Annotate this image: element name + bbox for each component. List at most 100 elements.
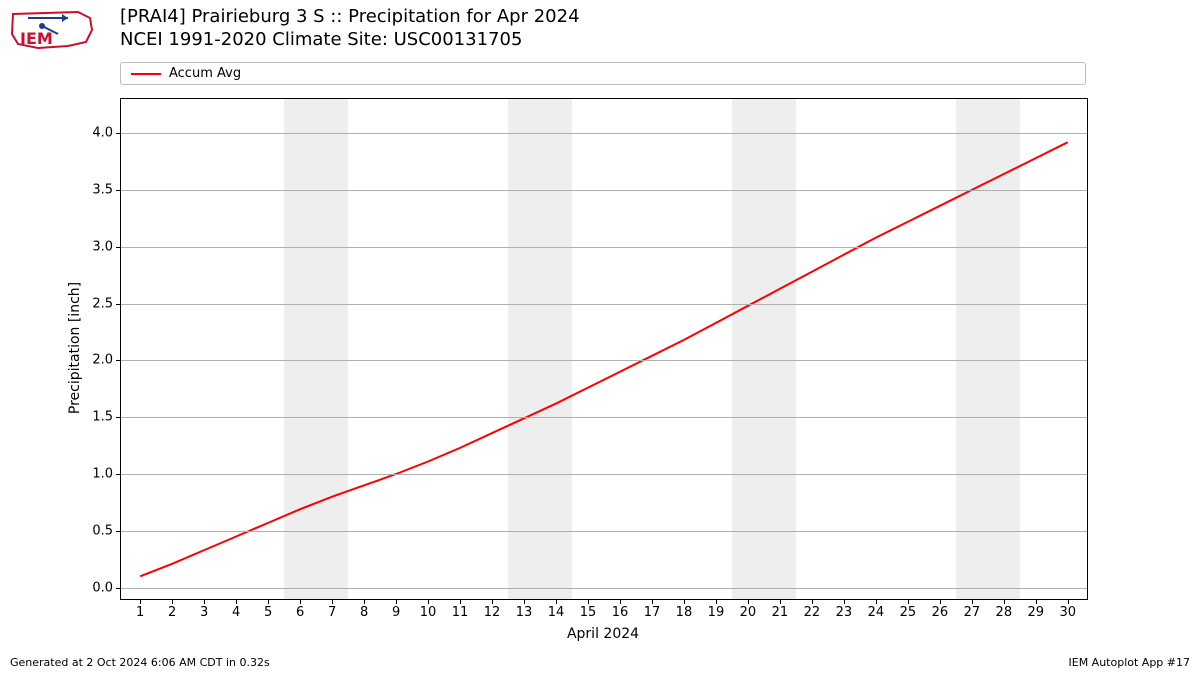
xtick-mark	[652, 599, 653, 604]
legend-swatch	[131, 73, 161, 75]
ytick-mark	[116, 588, 121, 589]
xtick-label: 28	[996, 605, 1013, 620]
xtick-mark	[204, 599, 205, 604]
xtick-mark	[332, 599, 333, 604]
xtick-label: 3	[200, 605, 208, 620]
ytick-label: 3.0	[92, 239, 113, 254]
xtick-mark	[972, 599, 973, 604]
legend: Accum Avg	[120, 62, 1086, 85]
chart-title: [PRAI4] Prairieburg 3 S :: Precipitation…	[120, 6, 580, 51]
xtick-mark	[684, 599, 685, 604]
ytick-mark	[116, 133, 121, 134]
footer-app: IEM Autoplot App #17	[1069, 656, 1191, 669]
gridline	[121, 531, 1087, 532]
ytick-label: 1.5	[92, 410, 113, 425]
xtick-mark	[140, 599, 141, 604]
ytick-label: 1.0	[92, 467, 113, 482]
xtick-label: 5	[264, 605, 272, 620]
ytick-mark	[116, 531, 121, 532]
ytick-mark	[116, 474, 121, 475]
ytick-label: 0.5	[92, 523, 113, 538]
xtick-label: 24	[868, 605, 885, 620]
xtick-mark	[748, 599, 749, 604]
ytick-label: 0.0	[92, 580, 113, 595]
ytick-label: 2.0	[92, 353, 113, 368]
xtick-label: 29	[1028, 605, 1045, 620]
xtick-label: 20	[740, 605, 757, 620]
xtick-label: 4	[232, 605, 240, 620]
ytick-mark	[116, 417, 121, 418]
gridline	[121, 247, 1087, 248]
xtick-mark	[364, 599, 365, 604]
xtick-mark	[1068, 599, 1069, 604]
ytick-label: 2.5	[92, 296, 113, 311]
xtick-label: 18	[676, 605, 693, 620]
xtick-label: 16	[612, 605, 629, 620]
gridline	[121, 304, 1087, 305]
plot-area: 0.00.51.01.52.02.53.03.54.01234567891011…	[120, 98, 1088, 600]
xtick-mark	[588, 599, 589, 604]
ytick-label: 3.5	[92, 182, 113, 197]
title-line-1: [PRAI4] Prairieburg 3 S :: Precipitation…	[120, 6, 580, 29]
xtick-label: 17	[644, 605, 661, 620]
xtick-label: 30	[1060, 605, 1077, 620]
xtick-mark	[492, 599, 493, 604]
gridline	[121, 133, 1087, 134]
xtick-mark	[1036, 599, 1037, 604]
xtick-label: 15	[580, 605, 597, 620]
line-series	[121, 99, 1087, 599]
accum-avg-line	[140, 142, 1068, 576]
xtick-label: 12	[484, 605, 501, 620]
xtick-label: 26	[932, 605, 949, 620]
xtick-mark	[780, 599, 781, 604]
gridline	[121, 360, 1087, 361]
xtick-mark	[716, 599, 717, 604]
xtick-label: 23	[836, 605, 853, 620]
ytick-mark	[116, 190, 121, 191]
xtick-label: 2	[168, 605, 176, 620]
gridline	[121, 417, 1087, 418]
ytick-mark	[116, 247, 121, 248]
xtick-mark	[396, 599, 397, 604]
title-line-2: NCEI 1991-2020 Climate Site: USC00131705	[120, 29, 580, 52]
xtick-label: 10	[420, 605, 437, 620]
xtick-mark	[236, 599, 237, 604]
xtick-mark	[556, 599, 557, 604]
xtick-mark	[844, 599, 845, 604]
xtick-label: 27	[964, 605, 981, 620]
xtick-mark	[300, 599, 301, 604]
xtick-label: 14	[548, 605, 565, 620]
footer-generated: Generated at 2 Oct 2024 6:06 AM CDT in 0…	[10, 656, 270, 669]
xtick-label: 8	[360, 605, 368, 620]
xtick-mark	[172, 599, 173, 604]
svg-text:IEM: IEM	[20, 29, 53, 48]
xtick-mark	[940, 599, 941, 604]
xtick-label: 9	[392, 605, 400, 620]
xtick-mark	[812, 599, 813, 604]
xtick-label: 19	[708, 605, 725, 620]
ytick-mark	[116, 360, 121, 361]
y-axis-label: Precipitation [inch]	[67, 282, 83, 414]
gridline	[121, 190, 1087, 191]
gridline	[121, 588, 1087, 589]
xtick-label: 7	[328, 605, 336, 620]
gridline	[121, 474, 1087, 475]
ytick-label: 4.0	[92, 126, 113, 141]
xtick-mark	[620, 599, 621, 604]
xtick-mark	[524, 599, 525, 604]
xtick-mark	[268, 599, 269, 604]
xtick-mark	[908, 599, 909, 604]
xtick-label: 6	[296, 605, 304, 620]
xtick-label: 11	[452, 605, 469, 620]
x-axis-label: April 2024	[567, 626, 639, 642]
xtick-mark	[460, 599, 461, 604]
ytick-mark	[116, 304, 121, 305]
xtick-label: 13	[516, 605, 533, 620]
xtick-mark	[428, 599, 429, 604]
xtick-mark	[876, 599, 877, 604]
xtick-label: 22	[804, 605, 821, 620]
xtick-label: 25	[900, 605, 917, 620]
xtick-label: 1	[136, 605, 144, 620]
xtick-mark	[1004, 599, 1005, 604]
legend-label: Accum Avg	[169, 66, 241, 81]
